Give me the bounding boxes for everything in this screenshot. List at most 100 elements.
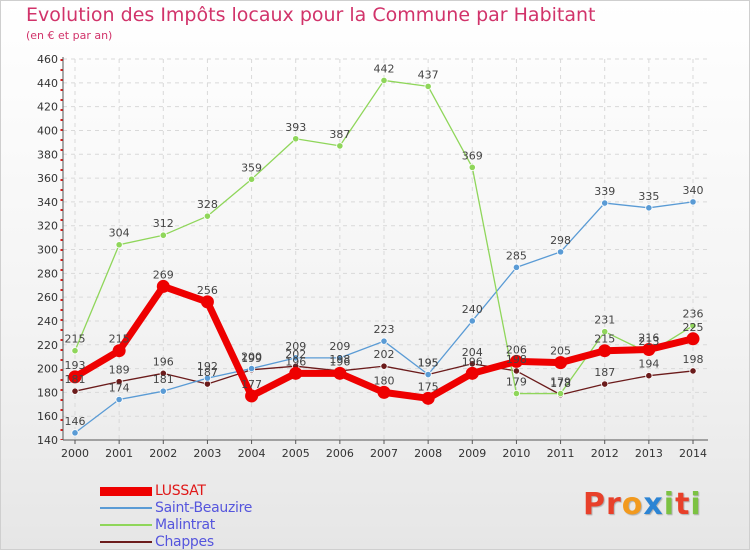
- data-label: 174: [109, 382, 130, 395]
- data-point: [377, 385, 391, 399]
- data-point: [203, 212, 212, 220]
- data-label: 387: [329, 128, 350, 141]
- data-point: [424, 82, 432, 90]
- data-label: 269: [153, 268, 174, 281]
- data-label: 240: [462, 303, 483, 316]
- data-label: 202: [285, 348, 306, 361]
- data-point: [380, 76, 388, 85]
- y-tick-label: 320: [37, 220, 58, 233]
- data-point: [642, 343, 656, 357]
- data-label: 146: [65, 415, 86, 428]
- data-point: [601, 328, 609, 336]
- x-tick-label: 2008: [414, 447, 442, 460]
- data-point: [689, 367, 697, 375]
- data-label: 177: [241, 378, 262, 391]
- data-point: [292, 354, 300, 362]
- data-label: 194: [638, 358, 659, 371]
- data-point: [159, 231, 167, 239]
- y-tick-label: 220: [37, 339, 58, 352]
- y-tick-label: 140: [37, 434, 58, 447]
- data-point: [68, 370, 82, 384]
- data-point: [421, 391, 435, 405]
- y-tick-label: 300: [37, 244, 58, 257]
- data-label: 204: [462, 346, 483, 359]
- data-label: 196: [153, 355, 174, 368]
- data-label: 442: [374, 62, 395, 75]
- x-tick-label: 2009: [458, 447, 486, 460]
- x-tick-label: 2000: [61, 447, 89, 460]
- data-label: 189: [109, 364, 130, 377]
- data-point: [468, 163, 476, 171]
- data-point: [512, 263, 521, 271]
- data-point: [598, 344, 612, 358]
- data-point: [686, 332, 700, 346]
- data-label: 198: [506, 353, 527, 366]
- proxiti-logo: Proxiti: [583, 487, 702, 522]
- data-point: [245, 389, 259, 403]
- y-tick-label: 260: [37, 291, 58, 304]
- data-label: 256: [197, 284, 218, 297]
- data-point: [512, 389, 521, 398]
- data-label: 181: [65, 373, 86, 386]
- data-point: [289, 366, 303, 380]
- data-label: 215: [65, 333, 86, 346]
- data-point: [380, 362, 388, 370]
- data-label: 193: [65, 359, 86, 372]
- data-point: [112, 344, 126, 358]
- data-label: 198: [683, 353, 704, 366]
- data-point: [689, 322, 697, 330]
- data-label: 180: [374, 374, 395, 387]
- logo-letter: P: [583, 487, 606, 522]
- data-label: 198: [329, 353, 350, 366]
- y-tick-label: 340: [37, 196, 58, 209]
- data-point: [71, 347, 79, 355]
- data-label: 202: [374, 348, 395, 361]
- data-point: [424, 370, 432, 379]
- y-tick-label: 360: [37, 172, 58, 185]
- data-point: [380, 337, 388, 345]
- logo-letter: r: [606, 487, 622, 522]
- y-tick-label: 400: [37, 124, 58, 137]
- chart-subtitle: (en € et par an): [26, 29, 113, 42]
- data-label: 225: [683, 321, 704, 334]
- data-label: 328: [197, 198, 218, 211]
- x-tick-label: 2006: [326, 447, 354, 460]
- data-point: [156, 279, 170, 293]
- data-point: [203, 380, 212, 388]
- data-label: 179: [550, 376, 571, 389]
- data-label: 236: [683, 308, 704, 321]
- data-label: 196: [285, 355, 306, 368]
- data-point: [71, 429, 79, 437]
- data-label: 196: [462, 355, 483, 368]
- x-tick-label: 2005: [282, 447, 310, 460]
- data-label: 215: [109, 333, 130, 346]
- data-point: [115, 395, 123, 404]
- data-label: 298: [550, 234, 571, 247]
- data-point: [115, 241, 123, 249]
- data-point: [556, 248, 565, 256]
- data-label: 359: [241, 161, 262, 174]
- series-group: [68, 76, 700, 437]
- data-label: 285: [506, 249, 527, 262]
- data-point: [203, 374, 212, 382]
- legend-swatch: [100, 487, 152, 496]
- x-tick-label: 2003: [193, 447, 221, 460]
- data-label: 206: [506, 343, 527, 356]
- data-point: [159, 369, 167, 377]
- x-tick-label: 2007: [370, 447, 398, 460]
- y-tick-label: 440: [37, 77, 58, 90]
- logo-letter: x: [643, 487, 664, 522]
- data-point: [512, 367, 521, 375]
- data-point: [601, 199, 609, 207]
- data-label: 187: [594, 366, 615, 379]
- y-tick-label: 420: [37, 101, 58, 114]
- data-point: [247, 364, 256, 373]
- data-point: [247, 175, 256, 183]
- data-point: [200, 295, 214, 309]
- legend-swatch: [100, 524, 152, 526]
- y-tick-label: 240: [37, 315, 58, 328]
- data-point: [336, 142, 344, 150]
- data-label: 187: [197, 366, 218, 379]
